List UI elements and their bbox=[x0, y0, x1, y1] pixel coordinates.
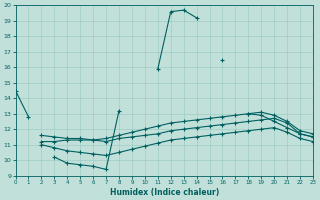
X-axis label: Humidex (Indice chaleur): Humidex (Indice chaleur) bbox=[110, 188, 219, 197]
